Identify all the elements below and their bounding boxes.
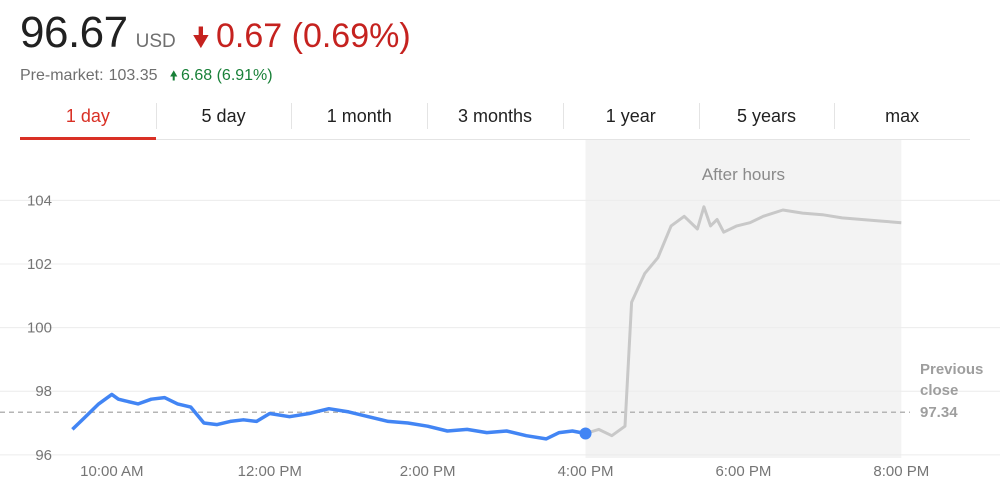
y-tick-label: 96	[35, 447, 52, 464]
y-tick-label: 100	[27, 320, 52, 337]
previous-close-value: 97.34	[920, 404, 958, 421]
pre-market-label: Pre-market:	[20, 67, 104, 84]
y-axis-ticks: 104 102 100 98 96	[27, 192, 52, 463]
x-axis-ticks: 10:00 AM 12:00 PM 2:00 PM 4:00 PM 6:00 PM 8:0…	[80, 463, 929, 480]
tab-max[interactable]: max	[834, 95, 970, 139]
range-tabs: 1 day 5 day 1 month 3 months 1 year 5 ye…	[20, 95, 970, 140]
after-hours-series-line	[585, 205, 902, 438]
x-tick-label: 12:00 PM	[238, 463, 302, 480]
tab-1-month[interactable]: 1 month	[291, 95, 427, 139]
price-chart[interactable]: 104 102 100 98 96 10:00 AM 12:00 PM 2:00 PM 4:0…	[0, 140, 1000, 500]
x-tick-label: 10:00 AM	[80, 463, 143, 480]
tab-5-day[interactable]: 5 day	[155, 95, 292, 139]
price-change: 🠟 0.67 (0.69%)	[192, 17, 411, 65]
y-tick-label: 102	[27, 256, 52, 273]
y-tick-label: 98	[35, 383, 52, 400]
previous-close-label-line2: close	[920, 382, 958, 399]
quote-header: 96.67 USD 🠟 0.67 (0.69%) Pre-market: 103…	[20, 8, 411, 89]
current-price: 96.67	[20, 8, 128, 57]
pre-market-price: 103.35	[108, 67, 158, 84]
pre-market-line: Pre-market: 103.35 🠝 6.68 (6.91%)	[20, 67, 411, 89]
previous-close-label-line1: Previous	[920, 361, 983, 378]
price-line: 96.67 USD 🠟 0.67 (0.69%)	[20, 8, 411, 65]
tab-1-day[interactable]: 1 day	[20, 95, 156, 140]
chart-grid	[0, 199, 1000, 456]
price-change-value: 0.67 (0.69%)	[216, 17, 411, 55]
pre-market-change-value: 6.68 (6.91%)	[181, 67, 273, 84]
tab-5-years[interactable]: 5 years	[698, 95, 835, 139]
y-tick-label: 104	[27, 192, 52, 209]
pre-market-change: 🠝 6.68 (6.91%)	[170, 67, 273, 89]
arrow-up-icon: 🠝	[169, 68, 178, 83]
tab-1-year[interactable]: 1 year	[562, 95, 699, 139]
x-tick-label: 2:00 PM	[400, 463, 456, 480]
currency-label: USD	[135, 31, 176, 52]
x-tick-label: 8:00 PM	[873, 463, 929, 480]
after-hours-label: After hours	[702, 165, 785, 184]
x-tick-label: 6:00 PM	[715, 463, 771, 480]
arrow-down-icon: 🠟	[191, 22, 210, 53]
after-hours-band	[585, 140, 902, 458]
tab-3-months[interactable]: 3 months	[427, 95, 563, 139]
last-price-marker	[579, 427, 592, 440]
x-tick-label: 4:00 PM	[558, 463, 614, 480]
regular-session-series-line	[71, 392, 586, 441]
